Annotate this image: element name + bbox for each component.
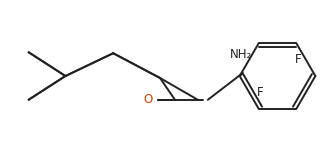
Text: F: F xyxy=(295,53,302,66)
Text: F: F xyxy=(257,86,264,99)
Text: NH₂: NH₂ xyxy=(230,48,252,61)
Text: O: O xyxy=(144,93,153,106)
